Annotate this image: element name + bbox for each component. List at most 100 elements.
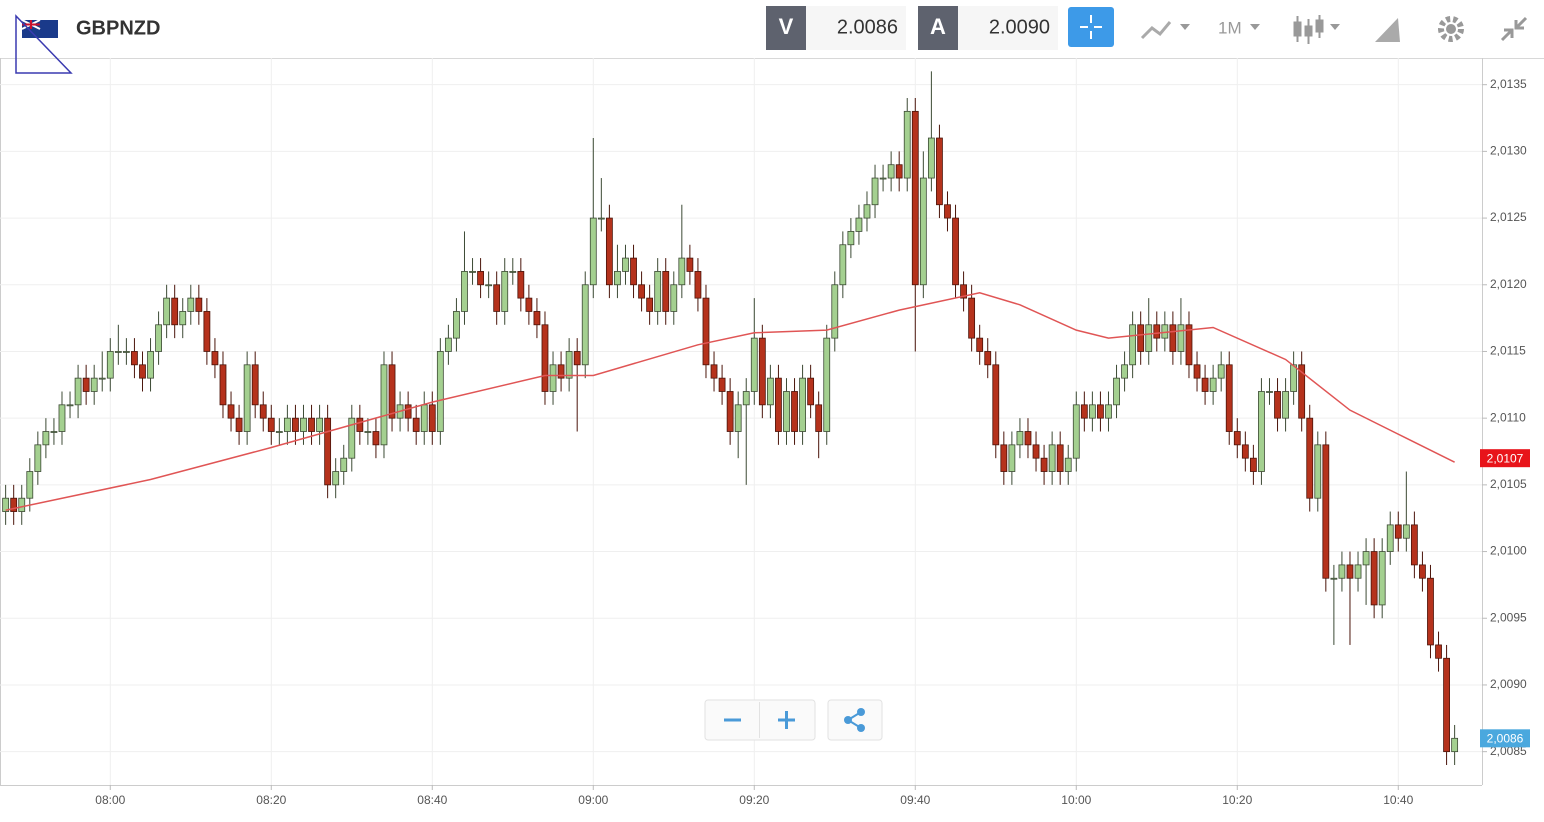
candle-body — [122, 351, 130, 353]
candle-body — [42, 431, 50, 446]
sell-button[interactable] — [766, 6, 806, 50]
candle-body — [308, 417, 315, 432]
y-tick-label: 2,0105 — [1490, 477, 1527, 491]
candle-body — [195, 297, 203, 312]
caret — [1180, 24, 1190, 30]
candle-body — [139, 364, 146, 379]
candle-body — [525, 297, 533, 312]
share-box[interactable] — [827, 699, 883, 741]
candle-body — [453, 311, 460, 339]
indicator-icon[interactable] — [1140, 21, 1172, 40]
candle-body — [855, 217, 863, 232]
candle-body — [919, 177, 927, 286]
candle-body — [1322, 444, 1330, 579]
x-tick-label: 10:40 — [1383, 793, 1413, 807]
candle-body — [235, 417, 243, 432]
sell-price[interactable]: 2.0086 — [837, 16, 898, 38]
candle-body — [227, 404, 235, 419]
timeframe[interactable]: 1M — [1218, 18, 1242, 37]
candle-body — [775, 377, 782, 432]
candle-body — [74, 377, 82, 406]
candle-body — [1443, 657, 1450, 753]
crosshair-button[interactable] — [1068, 7, 1114, 47]
candle-body — [1032, 444, 1040, 459]
candle-body — [364, 431, 372, 433]
candle-body — [541, 324, 549, 392]
sell-label[interactable]: V — [779, 14, 794, 39]
candle-body — [300, 417, 307, 432]
candle-body — [823, 337, 831, 432]
candle-body — [211, 351, 219, 366]
candle-body — [1378, 551, 1386, 606]
candle-body — [292, 417, 299, 432]
candle-body — [1354, 564, 1362, 579]
candle-body — [573, 351, 581, 366]
candle-body — [179, 311, 187, 326]
candle-body — [1225, 364, 1233, 432]
y-tick-label: 2,0100 — [1490, 544, 1527, 558]
y-tick-label: 2,0110 — [1490, 410, 1526, 424]
x-tick-label: 09:20 — [739, 793, 769, 807]
plot — [0, 58, 1482, 785]
candle-body — [670, 284, 678, 312]
candle-body — [1097, 404, 1104, 419]
buy-button[interactable] — [918, 6, 958, 50]
candle-body — [1410, 524, 1418, 566]
candle-body — [1113, 377, 1120, 406]
buy-label[interactable]: A — [930, 14, 946, 39]
y-tick-label: 2,0135 — [1490, 77, 1527, 91]
candle-body — [742, 391, 750, 406]
candle-body — [171, 297, 179, 326]
buy-price-box[interactable] — [958, 6, 1058, 50]
candle-body — [380, 364, 388, 446]
candle-body — [903, 110, 911, 179]
candle-body — [356, 417, 364, 432]
candle-body — [871, 177, 879, 206]
candle-body — [1088, 404, 1096, 419]
candle-body — [1370, 551, 1378, 606]
zoom-in[interactable] — [778, 711, 795, 729]
candle-body — [131, 351, 138, 366]
fullscreen-icon[interactable] — [1500, 16, 1528, 42]
flag — [15, 14, 73, 74]
candle-body — [936, 137, 943, 206]
candle-body — [1249, 457, 1257, 472]
candle-body — [783, 391, 790, 432]
drawing-icon[interactable] — [1375, 18, 1400, 42]
candle-body — [219, 364, 227, 406]
crosshair-icon — [1080, 15, 1102, 39]
candle-body — [1040, 457, 1048, 472]
candle-body — [275, 431, 283, 433]
candle-body — [791, 391, 798, 432]
candle-body — [533, 311, 541, 326]
candle-body — [1419, 564, 1426, 579]
candle-body — [1241, 444, 1249, 459]
moving-average — [5, 292, 1455, 511]
candle-body — [1137, 324, 1145, 352]
buy-price[interactable]: 2.0090 — [989, 16, 1050, 38]
candle-body — [1338, 564, 1346, 579]
sell-price-box[interactable] — [806, 6, 906, 50]
symbol: GBPNZD — [76, 17, 160, 39]
candle-body — [332, 471, 340, 486]
candle-body — [879, 177, 887, 180]
candle-body — [581, 284, 589, 366]
candle-body — [1072, 404, 1080, 459]
price-tag-label: 2,0086 — [1487, 731, 1524, 745]
candle-body — [1346, 564, 1354, 579]
candle-body — [1153, 324, 1161, 339]
chart-type-icon[interactable] — [1293, 15, 1324, 44]
candle-body — [710, 364, 718, 379]
candle-body — [10, 497, 18, 512]
candle-body — [992, 364, 1000, 446]
settings-icon[interactable] — [1438, 16, 1464, 42]
candle-body — [565, 351, 573, 379]
candle-body — [758, 337, 766, 406]
candle-body — [251, 364, 259, 406]
x-tick-label: 08:40 — [417, 793, 447, 807]
candle-body — [187, 297, 195, 312]
candle-body — [420, 404, 428, 432]
candle-body — [1080, 404, 1088, 419]
candle-body — [372, 431, 380, 446]
candle-body — [461, 271, 468, 312]
